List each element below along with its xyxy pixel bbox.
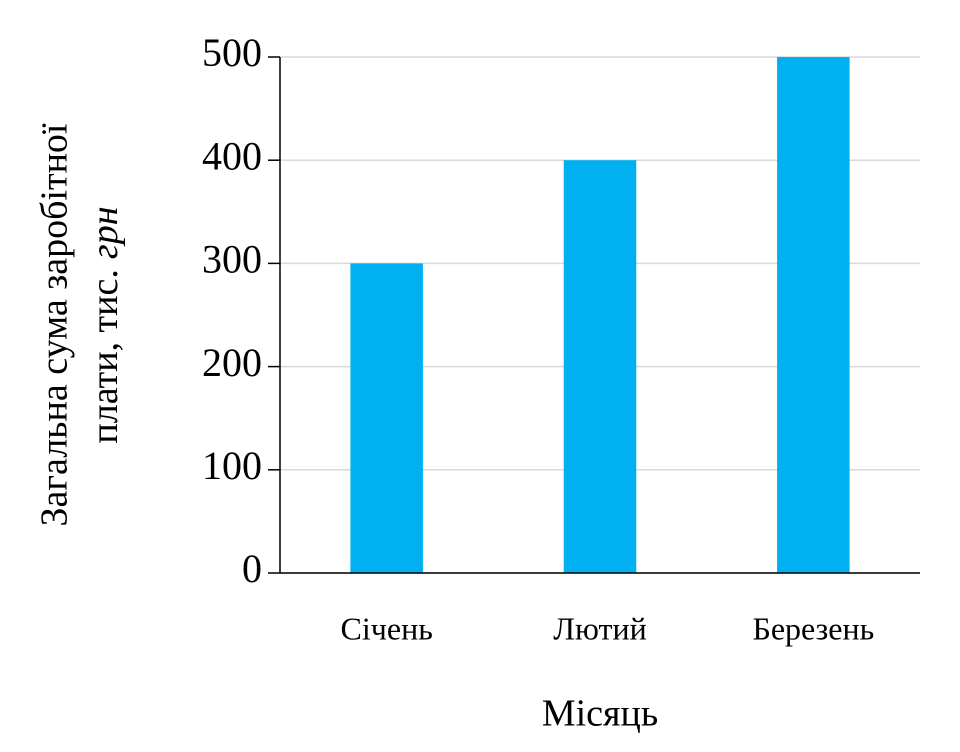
bar [563,160,637,573]
x-tick-label: Лютий [553,610,646,646]
y-axis-title-line: Загальна сума заробітної [34,123,76,526]
y-axis-unit: грн [84,206,126,259]
y-tick-label: 100 [202,443,262,488]
x-axis-title: Місяць [542,693,658,735]
x-tick-label: Січень [341,610,433,646]
y-tick-label: 400 [202,133,262,178]
y-tick-label: 0 [242,546,262,591]
y-tick-label: 200 [202,340,262,385]
y-axis-title: Загальна сума заробітної плати, тис. грн [34,123,126,526]
x-tick-label: Березень [752,610,874,646]
y-axis-title-line: плати, тис. грн [84,206,126,443]
y-tick-label: 500 [202,30,262,75]
bar [350,263,423,573]
y-axis-title-text: плати, тис. [84,269,126,443]
y-tick-label: 300 [202,237,262,282]
bar [777,57,850,573]
